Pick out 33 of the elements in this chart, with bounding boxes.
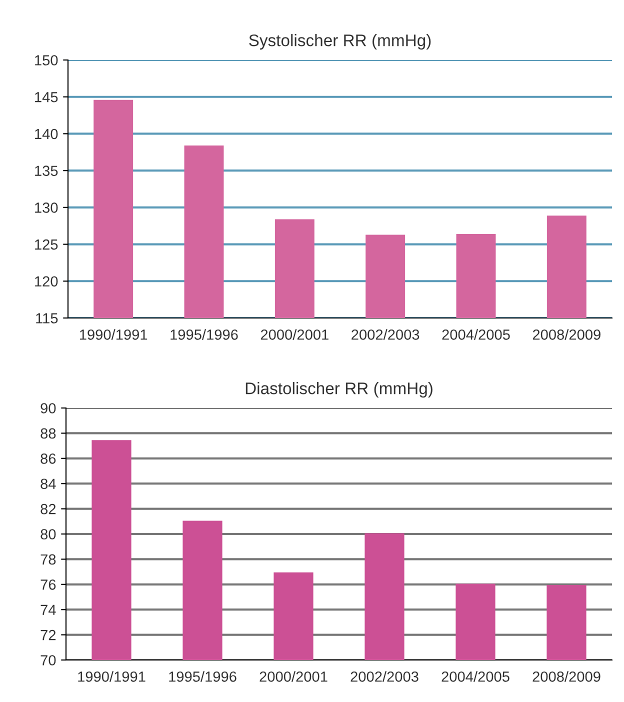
y-tick-label: 88 [40,428,56,439]
x-tick-label: 2002/2003 [352,329,420,340]
x-tick-label: 2008/2009 [532,671,600,682]
y-tick-label: 82 [40,504,56,514]
y-tick-label: 145 [35,92,58,102]
y-tick-label: 130 [35,202,58,213]
y-tick-label: 115 [36,313,58,324]
x-tick-label: 2000/2001 [260,671,328,682]
y-tick-label: 86 [40,454,56,464]
y-tick-label: 90 [40,403,56,414]
x-tick-label: 1990/1991 [78,671,146,682]
x-tick-label: 2002/2003 [350,671,418,682]
chart-title: Systolischer RR (mmHg) [249,34,431,50]
y-tick-label: 80 [40,529,56,540]
y-tick-label: 72 [40,630,56,640]
x-tick-label: 2008/2009 [532,329,600,340]
y-tick-label: 135 [35,166,58,176]
x-tick-label: 1995/1996 [169,671,236,682]
chart-title: Diastolischer RR (mmHg) [246,382,432,398]
y-tick-label: 140 [35,128,58,140]
x-tick-label: 2004/2005 [442,329,510,340]
y-tick-label: 125 [35,239,58,250]
y-tick-label: 150 [35,55,58,66]
y-tick-label: 120 [35,276,58,287]
y-tick-label: 74 [40,604,56,615]
x-tick-label: 2004/2005 [442,671,510,682]
y-tick-label: 84 [40,478,56,490]
x-tick-label: 1990/1991 [80,329,148,340]
x-tick-label: 2000/2001 [260,329,328,340]
y-tick-label: 70 [40,655,56,666]
y-tick-label: 76 [40,580,56,590]
y-tick-label: 78 [40,554,56,565]
x-tick-label: 1995/1996 [170,329,238,340]
